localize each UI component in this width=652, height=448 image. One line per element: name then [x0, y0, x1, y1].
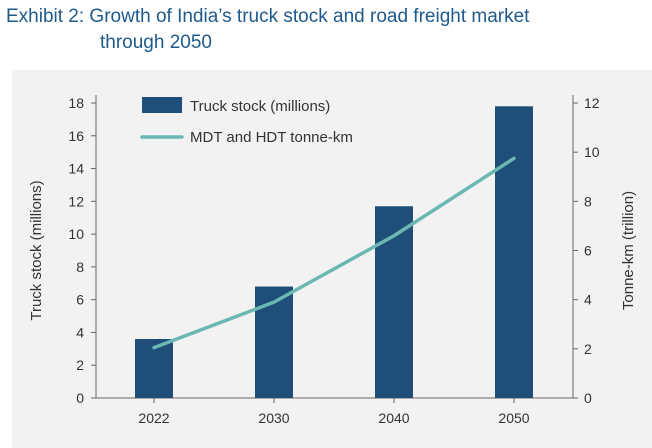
x-tick-label: 2022 — [138, 410, 169, 426]
left-tick-label: 2 — [76, 357, 84, 373]
chart-panel — [12, 70, 652, 448]
truck-stock-bar — [495, 106, 533, 399]
left-tick-label: 4 — [76, 324, 84, 340]
left-tick-label: 8 — [76, 259, 84, 275]
left-tick-label: 6 — [76, 292, 84, 308]
right-tick-label: 2 — [584, 341, 592, 357]
left-tick-label: 12 — [68, 193, 84, 209]
left-axis-title: Truck stock (millions) — [28, 180, 45, 320]
left-tick-label: 0 — [76, 390, 84, 406]
right-tick-label: 8 — [584, 193, 592, 209]
x-tick-label: 2050 — [498, 410, 529, 426]
left-tick-label: 10 — [68, 226, 84, 242]
x-tick-label: 2040 — [378, 410, 409, 426]
legend-label-tonne-km: MDT and HDT tonne-km — [190, 129, 353, 146]
right-tick-label: 12 — [584, 95, 600, 111]
x-tick-label: 2030 — [258, 410, 289, 426]
right-tick-label: 6 — [584, 243, 592, 259]
left-tick-label: 16 — [68, 128, 84, 144]
truck-stock-bar — [375, 206, 413, 398]
tonne-km-line — [152, 156, 516, 350]
right-axis-title: Tonne-km (trillion) — [620, 191, 637, 310]
right-tick-label: 4 — [584, 292, 592, 308]
right-tick-label: 10 — [584, 144, 600, 160]
left-tick-label: 14 — [68, 161, 84, 177]
chart-title: Exhibit 2: Growth of India’s truck stock… — [6, 4, 646, 56]
chart-title-line-1: Exhibit 2: Growth of India’s truck stock… — [6, 6, 530, 27]
legend-bar-swatch — [142, 97, 182, 113]
chart-title-line-2: through 2050 — [100, 32, 212, 53]
right-tick-label: 0 — [584, 390, 592, 406]
legend-label-truck-stock: Truck stock (millions) — [190, 98, 330, 115]
left-tick-label: 18 — [68, 95, 84, 111]
